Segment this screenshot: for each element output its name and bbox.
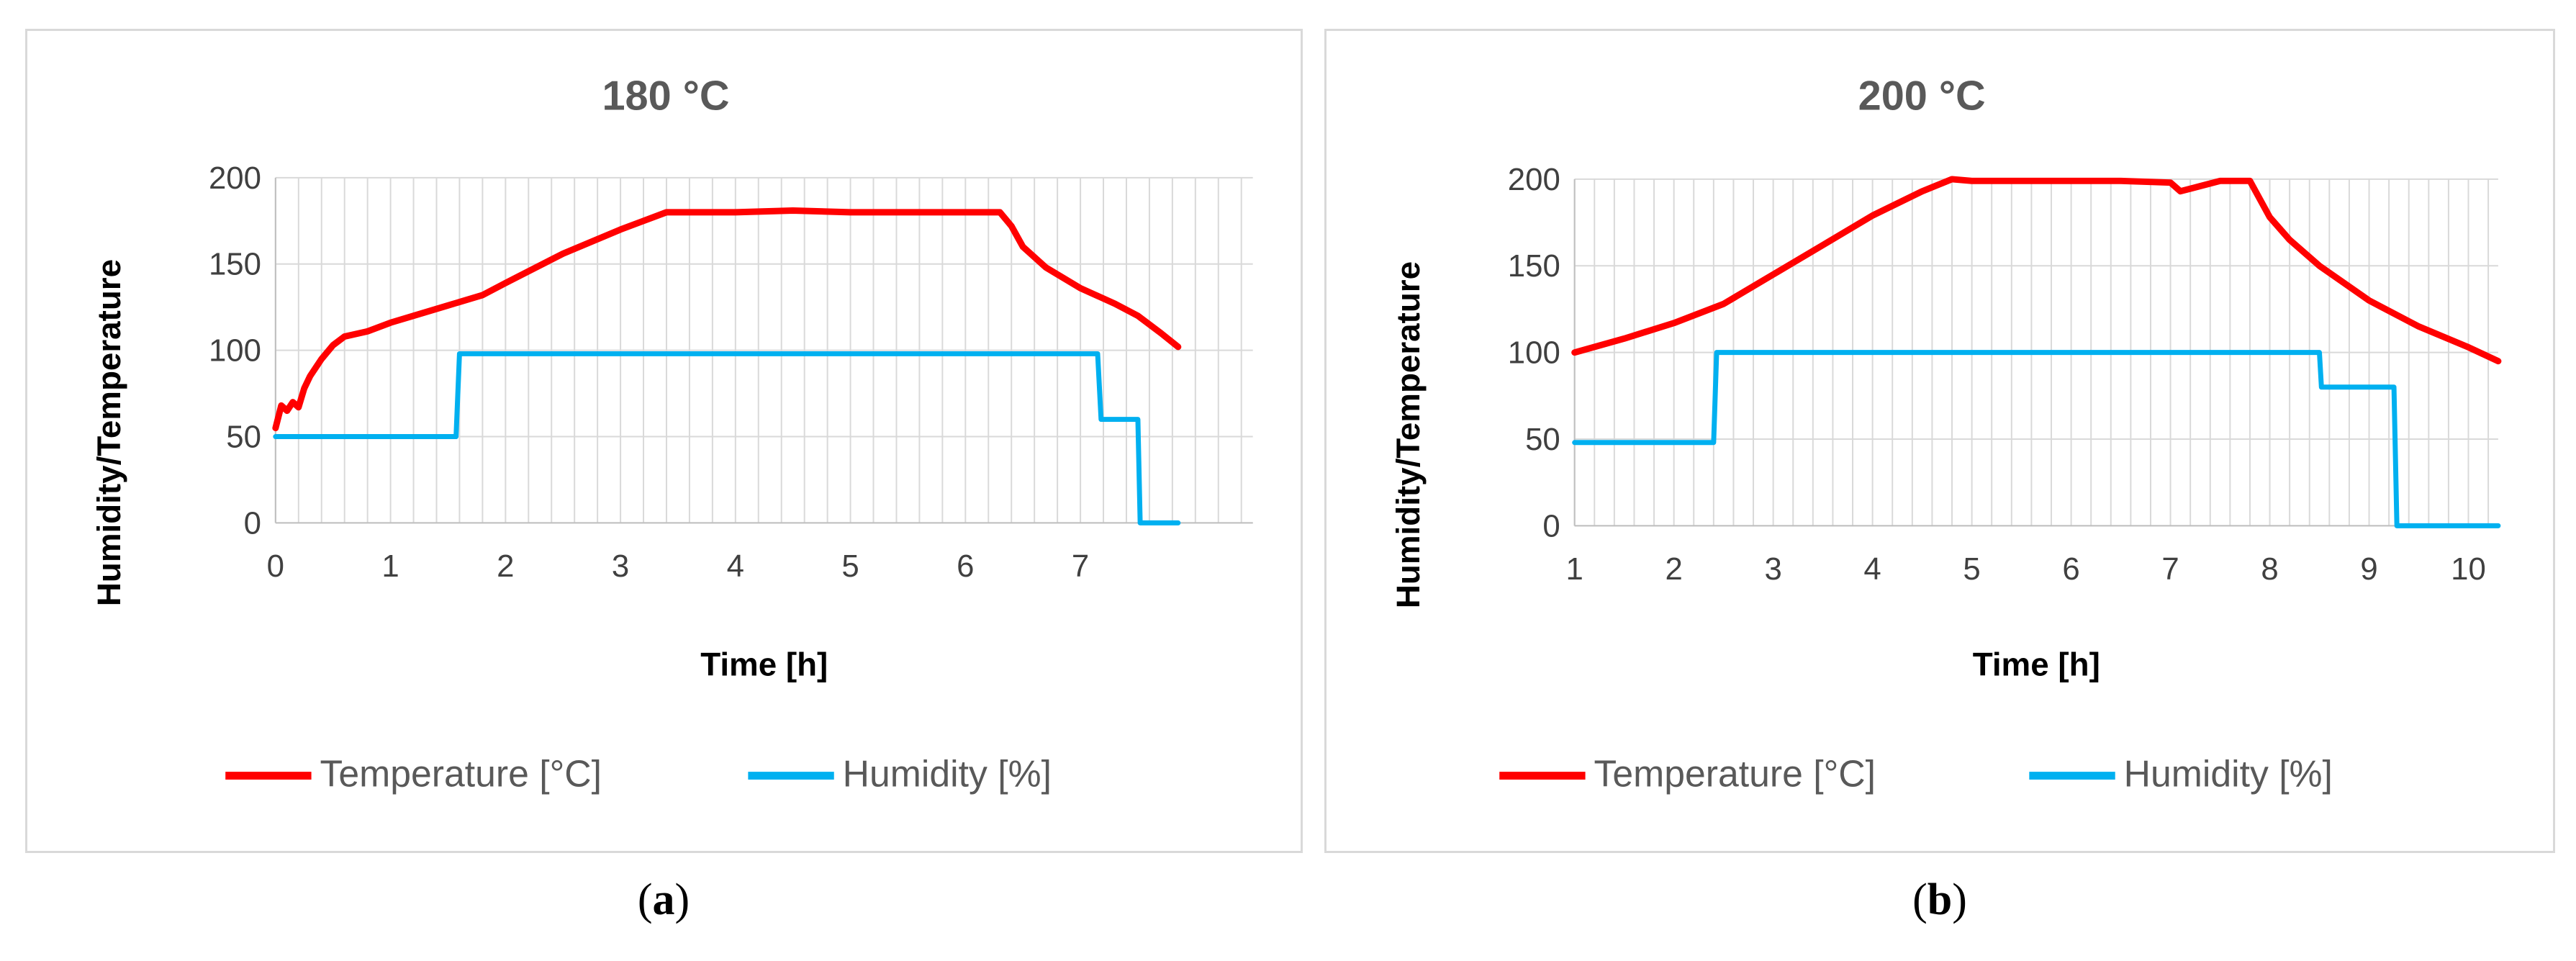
legend-temperature-label: Temperature [°C]: [320, 752, 602, 794]
x-tick-label: 10: [2451, 551, 2486, 587]
humidity-series-line: [273, 351, 1181, 525]
x-tick-label: 6: [957, 549, 974, 584]
y-axis-label: Humidity/Temperature: [1390, 261, 1427, 608]
caption-b-letter: b: [1927, 875, 1953, 924]
chart-b-svg: 0 50 100 150 200 1 2 3 4 5 6 7 8 9 10 200 °C Time [h] Hum…: [1390, 73, 2502, 794]
y-tick-label: 200: [209, 161, 261, 196]
x-tick-label: 3: [612, 549, 629, 584]
x-tick-label: 4: [1863, 551, 1881, 587]
x-tick-label: 6: [2062, 551, 2079, 587]
x-tick-label: 2: [1665, 551, 1682, 587]
humidity-series-line: [1572, 350, 2501, 528]
chart-title: 180 °C: [602, 73, 729, 119]
chart-title: 200 °C: [1858, 73, 1986, 119]
x-axis-label: Time [h]: [1973, 646, 2100, 682]
y-axis-label: Humidity/Temperature: [91, 259, 127, 606]
x-tick-label: 7: [2161, 551, 2179, 587]
caption-b-close: ): [1952, 875, 1967, 924]
chart-panel-a: 0 50 100 150 200 0 1 2 3 4 5 6 7 180 °C Time [h] Humidi…: [25, 29, 1303, 853]
y-tick-label: 150: [209, 247, 261, 282]
chart-a-svg: 0 50 100 150 200 0 1 2 3 4 5 6 7 180 °C Time [h] Humidi…: [91, 73, 1253, 794]
temperature-series-line: [272, 207, 1182, 432]
x-tick-label: 1: [1566, 551, 1583, 587]
x-tick-label: 1: [381, 549, 399, 584]
y-tick-label: 50: [226, 419, 261, 454]
temperature-series-line: [1571, 176, 2502, 365]
x-tick-label: 5: [1963, 551, 1980, 587]
legend-humidity-label: Humidity [%]: [843, 752, 1052, 794]
x-tick-label: 2: [497, 549, 514, 584]
x-tick-label: 0: [267, 549, 284, 584]
x-axis-label: Time [h]: [700, 646, 828, 682]
x-tick-label: 4: [727, 549, 744, 584]
y-tick-label: 100: [209, 333, 261, 369]
caption-b: (b): [1868, 875, 2012, 926]
y-tick-label: 0: [244, 505, 261, 541]
x-tick-label: 8: [2261, 551, 2278, 587]
caption-a-close: ): [674, 875, 690, 924]
legend-humidity-label: Humidity [%]: [2124, 752, 2333, 794]
x-tick-label: 5: [841, 549, 859, 584]
y-tick-label: 100: [1508, 335, 1560, 371]
y-tick-label: 50: [1525, 422, 1560, 457]
x-tick-label: 9: [2360, 551, 2377, 587]
y-tick-label: 0: [1542, 508, 1560, 543]
caption-a-letter: a: [652, 875, 675, 924]
y-tick-label: 200: [1508, 162, 1560, 197]
caption-a: (a): [592, 875, 736, 926]
y-tick-label: 150: [1508, 248, 1560, 284]
x-tick-label: 3: [1764, 551, 1781, 587]
caption-b-open: (: [1912, 875, 1928, 924]
chart-panel-b: 0 50 100 150 200 1 2 3 4 5 6 7 8 9 10 200 °C Time [h] Hum…: [1324, 29, 2555, 853]
x-tick-label: 7: [1072, 549, 1089, 584]
caption-a-open: (: [637, 875, 653, 924]
legend-temperature-label: Temperature [°C]: [1594, 752, 1876, 794]
